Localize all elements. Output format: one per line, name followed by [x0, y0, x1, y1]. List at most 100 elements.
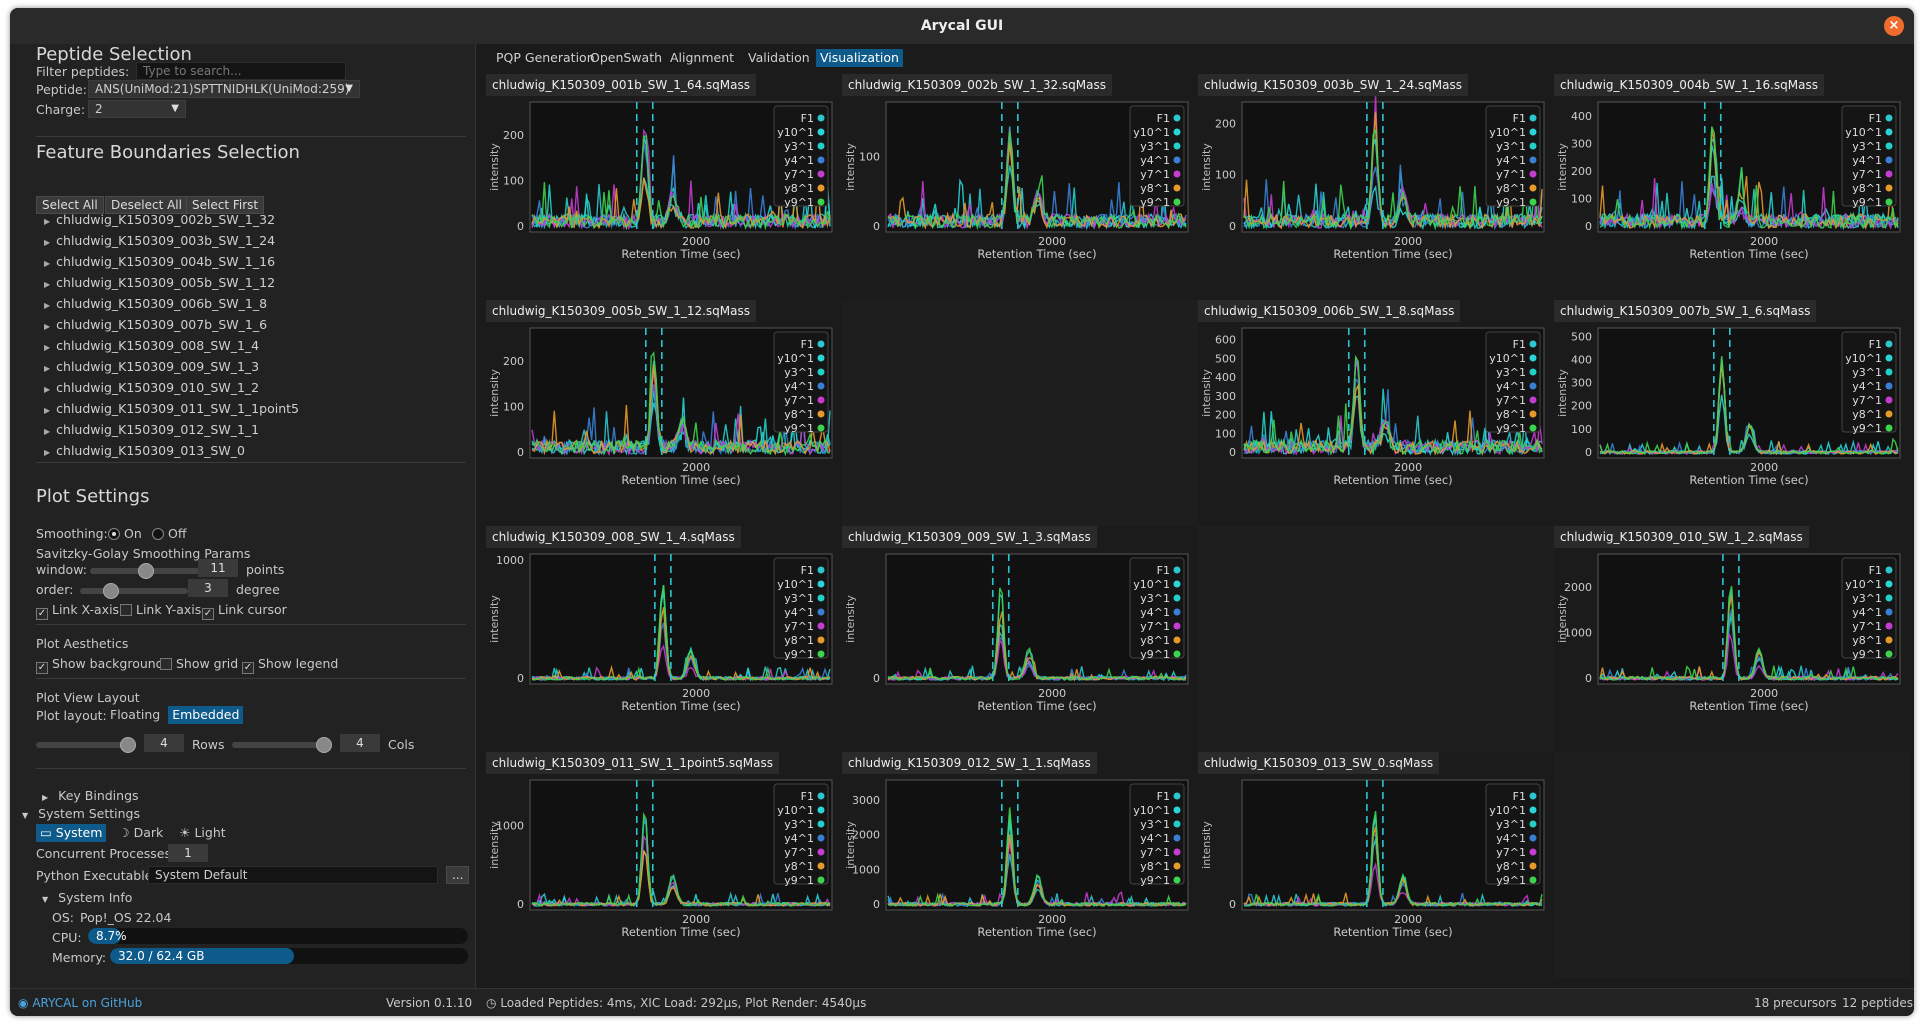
legend-marker: [1885, 128, 1893, 136]
key-bindings-header[interactable]: ▶ Key Bindings: [42, 788, 139, 803]
link-x-checkbox[interactable]: ✓ Link X-axis: [36, 602, 119, 620]
theme-light-option[interactable]: ☀ Light: [179, 825, 226, 840]
plot-cell[interactable]: chludwig_K150309_012_SW_1_1.sqMass intens…: [842, 752, 1198, 978]
run-tree-item[interactable]: ▶ chludwig_K150309_010_SW_1_2: [44, 380, 259, 395]
cols-slider[interactable]: [232, 737, 332, 753]
x-tick-label: 2000: [1750, 461, 1778, 474]
legend-entry: y8^1: [1140, 182, 1170, 195]
y-tick-label: 200: [503, 129, 524, 142]
run-tree-item[interactable]: ▶ chludwig_K150309_011_SW_1_1point5: [44, 401, 299, 416]
select-all-button[interactable]: Select All: [36, 196, 104, 214]
xic-chart[interactable]: intensity 0 100 200 300 400 500 600 2000Retentio…: [1198, 322, 1552, 524]
select-first-button[interactable]: Select First: [186, 196, 265, 214]
charge-select[interactable]: 2 ▼: [88, 100, 186, 118]
plot-cell[interactable]: chludwig_K150309_013_SW_0.sqMass intensit…: [1198, 752, 1554, 978]
tab-visualization[interactable]: Visualization: [816, 49, 903, 67]
system-info-header[interactable]: ▼ System Info: [42, 890, 132, 905]
plot-cell[interactable]: chludwig_K150309_004b_SW_1_16.sqMass inte…: [1554, 74, 1910, 300]
smoothing-on-radio[interactable]: On: [108, 526, 142, 541]
plot-cell[interactable]: chludwig_K150309_002b_SW_1_32.sqMass inte…: [842, 74, 1198, 300]
plot-cell[interactable]: chludwig_K150309_009_SW_1_3.sqMass intens…: [842, 526, 1198, 752]
deselect-all-button[interactable]: Deselect All: [105, 196, 188, 214]
plot-cell[interactable]: chludwig_K150309_005b_SW_1_12.sqMass inte…: [486, 300, 842, 526]
run-tree-item[interactable]: ▶ chludwig_K150309_002b_SW_1_32: [44, 212, 275, 227]
legend-marker: [817, 792, 825, 800]
peptide-select[interactable]: ANS(UniMod:21)SPTTNIDHLK(UniMod:259) ▼: [88, 80, 360, 98]
legend-marker: [1173, 608, 1181, 616]
link-y-checkbox[interactable]: Link Y-axis: [120, 602, 201, 617]
concurrent-value-field[interactable]: 1: [168, 844, 208, 862]
legend-marker: [1529, 354, 1537, 362]
window-slider-knob[interactable]: [138, 563, 154, 579]
cols-value-field[interactable]: 4: [340, 734, 380, 752]
plot-cell[interactable]: chludwig_K150309_007b_SW_1_6.sqMass inten…: [1554, 300, 1910, 526]
run-tree-item[interactable]: ▶ chludwig_K150309_012_SW_1_1: [44, 422, 259, 437]
tab-openswath[interactable]: OpenSwath: [590, 50, 663, 65]
legend-marker: [817, 156, 825, 164]
order-value-field[interactable]: 3: [188, 579, 228, 597]
run-tree-item[interactable]: ▶ chludwig_K150309_007b_SW_1_6: [44, 317, 267, 332]
plot-cell[interactable]: chludwig_K150309_011_SW_1_1point5.sqMass…: [486, 752, 842, 978]
link-cursor-checkbox[interactable]: ✓ Link cursor: [202, 602, 287, 620]
tab-validation[interactable]: Validation: [748, 50, 810, 65]
layout-embedded-option[interactable]: Embedded: [168, 706, 244, 724]
rows-value-field[interactable]: 4: [144, 734, 184, 752]
run-tree-item[interactable]: ▶ chludwig_K150309_005b_SW_1_12: [44, 275, 275, 290]
show-background-checkbox[interactable]: ✓ Show background: [36, 656, 164, 674]
plot-cell[interactable]: chludwig_K150309_008_SW_1_4.sqMass intens…: [486, 526, 842, 752]
plot-cell[interactable]: chludwig_K150309_010_SW_1_2.sqMass intens…: [1554, 526, 1910, 752]
cols-slider-knob[interactable]: [316, 737, 332, 753]
plot-cell[interactable]: chludwig_K150309_001b_SW_1_64.sqMass inte…: [486, 74, 842, 300]
run-tree-item[interactable]: ▶ chludwig_K150309_008_SW_1_4: [44, 338, 259, 353]
y-tick-label: 200: [1571, 165, 1592, 178]
window-slider[interactable]: [90, 563, 202, 579]
filter-peptides-input[interactable]: Type to search...: [136, 62, 346, 80]
legend-entry: y10^1: [777, 578, 814, 591]
plot-cell[interactable]: chludwig_K150309_003b_SW_1_24.sqMass inte…: [1198, 74, 1554, 300]
rows-slider[interactable]: [36, 737, 136, 753]
x-axis-label: Retention Time (sec): [1333, 473, 1452, 487]
os-value: Pop!_OS 22.04: [80, 910, 172, 925]
theme-dark-option[interactable]: ☽ Dark: [118, 825, 164, 840]
legend-marker: [1529, 424, 1537, 432]
show-grid-checkbox[interactable]: Show grid: [160, 656, 238, 671]
window-value-field[interactable]: 11: [198, 559, 238, 577]
legend-entry: y3^1: [1140, 140, 1170, 153]
run-tree-item[interactable]: ▶ chludwig_K150309_009_SW_1_3: [44, 359, 259, 374]
python-executable-input[interactable]: System Default: [148, 866, 438, 884]
run-tree-item[interactable]: ▶ chludwig_K150309_004b_SW_1_16: [44, 254, 275, 269]
tab-pqp-generation[interactable]: PQP Generation: [496, 50, 595, 65]
legend-entry: y9^1: [1496, 196, 1526, 209]
smoothing-off-radio[interactable]: Off: [152, 526, 186, 541]
close-button[interactable]: ×: [1884, 16, 1904, 36]
theme-system-option[interactable]: ▭ System: [36, 824, 107, 842]
legend-entry: y9^1: [784, 196, 814, 209]
legend-entry: y10^1: [1489, 804, 1526, 817]
layout-floating-option[interactable]: Floating: [110, 707, 161, 722]
x-axis-label: Retention Time (sec): [977, 925, 1096, 939]
show-legend-checkbox[interactable]: ✓ Show legend: [242, 656, 338, 674]
github-link[interactable]: ◉ ARYCAL on GitHub: [18, 996, 142, 1010]
run-tree-item[interactable]: ▶ chludwig_K150309_003b_SW_1_24: [44, 233, 275, 248]
run-tree-item[interactable]: ▶ chludwig_K150309_006b_SW_1_8: [44, 296, 267, 311]
run-tree-item[interactable]: ▶ chludwig_K150309_013_SW_0: [44, 443, 245, 458]
browse-python-button[interactable]: ...: [446, 866, 470, 884]
system-settings-header[interactable]: ▼ System Settings: [22, 806, 140, 821]
plot-cell[interactable]: chludwig_K150309_006b_SW_1_8.sqMass inten…: [1198, 300, 1554, 526]
rows-slider-knob[interactable]: [120, 737, 136, 753]
tab-alignment[interactable]: Alignment: [670, 50, 735, 65]
order-slider[interactable]: [80, 583, 188, 599]
order-slider-knob[interactable]: [103, 583, 119, 599]
